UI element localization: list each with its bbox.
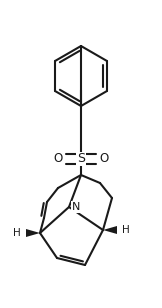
- Text: H: H: [122, 225, 130, 235]
- Polygon shape: [26, 229, 40, 237]
- Polygon shape: [103, 226, 117, 234]
- Text: H: H: [13, 228, 21, 238]
- Text: S: S: [77, 152, 85, 165]
- Text: O: O: [53, 152, 63, 165]
- Text: N: N: [72, 202, 80, 212]
- Text: O: O: [99, 152, 109, 165]
